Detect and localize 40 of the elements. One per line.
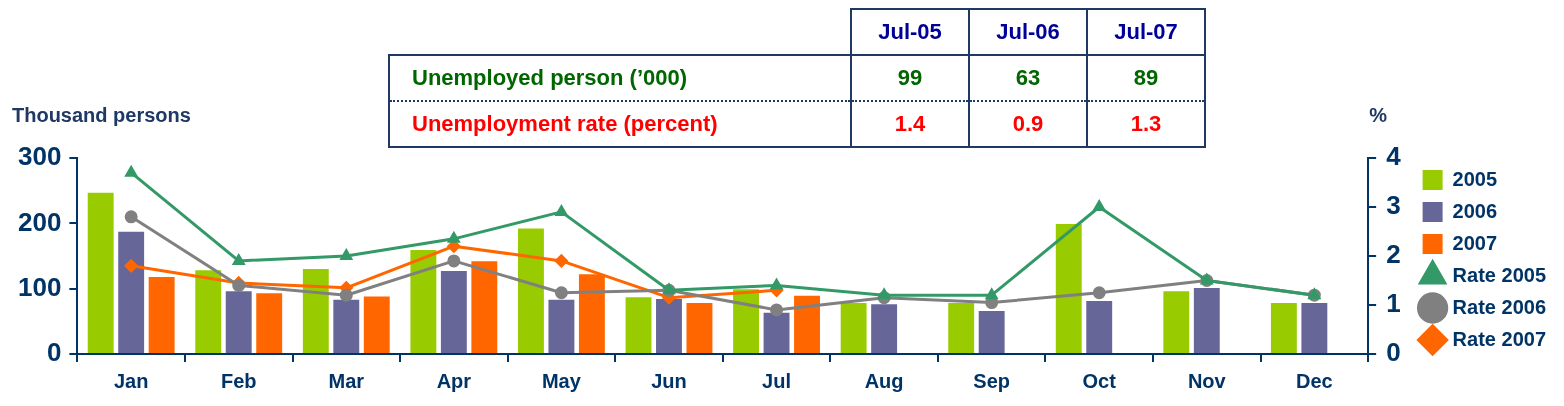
x-tick-label: Apr bbox=[436, 369, 472, 392]
text: 63 bbox=[969, 55, 1087, 101]
y2-tick-label: 4 bbox=[1386, 141, 1402, 172]
x-tick-label: May bbox=[541, 369, 582, 392]
text: 99 bbox=[851, 55, 969, 101]
y2-tick-label: 2 bbox=[1386, 239, 1401, 270]
y-tick-label: 300 bbox=[17, 141, 62, 172]
legend-label: Rate 2005 bbox=[1452, 263, 1547, 286]
y2-tick-label: 3 bbox=[1386, 190, 1401, 221]
text: Jul-05 bbox=[851, 9, 969, 55]
x-tick-label: Jan bbox=[113, 369, 149, 392]
y2-axis-title: % bbox=[1369, 103, 1388, 126]
x-tick-label: Nov bbox=[1187, 369, 1227, 392]
legend-label: 2005 bbox=[1452, 167, 1498, 190]
text: Unemployed person (’000) bbox=[389, 55, 851, 101]
text: Unemployment rate (percent) bbox=[389, 101, 851, 147]
text: 89 bbox=[1087, 55, 1205, 101]
legend-label: Rate 2007 bbox=[1452, 327, 1547, 350]
text: 1.3 bbox=[1087, 101, 1205, 147]
x-tick-label: Feb bbox=[220, 369, 257, 392]
x-tick-label: Jun bbox=[651, 369, 687, 392]
x-tick-label: Mar bbox=[328, 369, 365, 392]
x-tick-label: Aug bbox=[864, 369, 904, 392]
legend-label: Rate 2006 bbox=[1452, 295, 1547, 318]
legend-label: 2006 bbox=[1452, 199, 1498, 222]
legend-label: 2007 bbox=[1452, 231, 1498, 254]
y-tick-label: 0 bbox=[46, 337, 62, 368]
text: 1.4 bbox=[851, 101, 969, 147]
y-axis-title: Thousand persons bbox=[12, 103, 191, 126]
y-tick-label: 200 bbox=[17, 206, 62, 237]
y-tick-label: 100 bbox=[17, 271, 62, 302]
y2-tick-label: 0 bbox=[1386, 337, 1401, 368]
text: Jul-07 bbox=[1087, 9, 1205, 55]
x-tick-label: Dec bbox=[1296, 369, 1333, 392]
text: Jul-06 bbox=[969, 9, 1087, 55]
y2-tick-label: 1 bbox=[1386, 288, 1401, 319]
x-tick-label: Jul bbox=[762, 369, 791, 392]
text: 0.9 bbox=[969, 101, 1087, 147]
x-tick-label: Sep bbox=[973, 369, 1011, 392]
x-tick-label: Oct bbox=[1082, 369, 1117, 392]
